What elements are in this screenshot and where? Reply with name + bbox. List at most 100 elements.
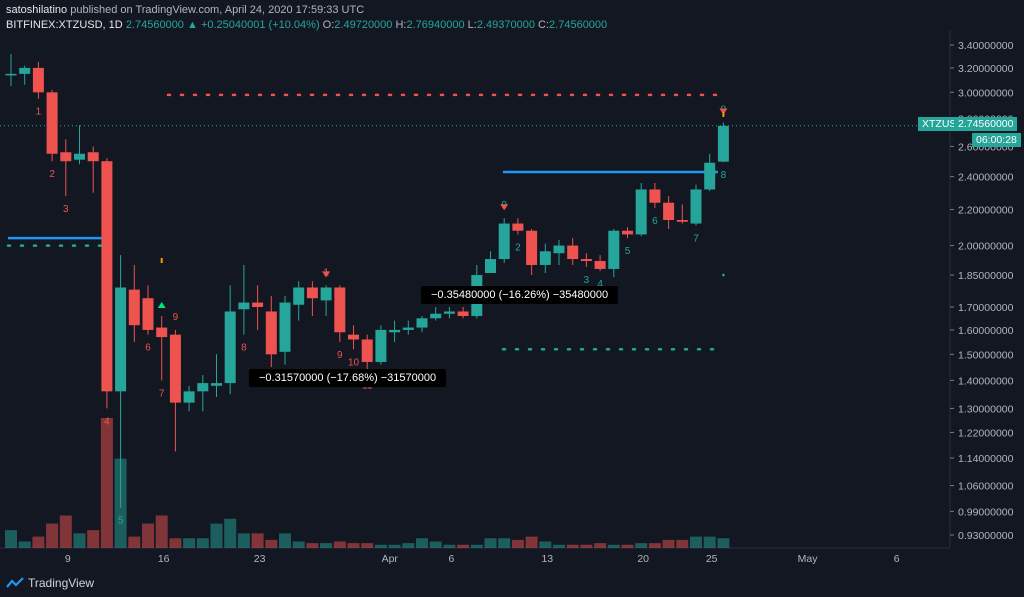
x-tick-label: Apr xyxy=(382,553,399,565)
measure-label-2[interactable]: −0.35480000 (−16.26%) −35480000 xyxy=(421,286,619,304)
high-value: 2.76940000 xyxy=(406,19,465,31)
x-tick-label: May xyxy=(798,553,819,565)
y-tick-label: 2.00000000 xyxy=(958,241,1014,253)
volume-bar xyxy=(59,515,72,548)
candle-body xyxy=(594,260,606,269)
candle-body xyxy=(663,202,675,220)
candle-body xyxy=(211,383,222,386)
x-tick-label: 6 xyxy=(448,553,454,565)
volume-bar xyxy=(5,530,17,548)
candle-body xyxy=(539,251,551,265)
volume-bar xyxy=(265,539,278,548)
volume-bar xyxy=(621,544,634,548)
low-value: 2.49370000 xyxy=(476,19,535,31)
volume-bar xyxy=(402,543,415,548)
sell-signal-arrow xyxy=(500,204,509,211)
volume-bar xyxy=(169,538,182,548)
volume-bar xyxy=(237,533,250,548)
volume-bar xyxy=(690,536,702,548)
volume-bar xyxy=(607,544,620,548)
volume-bar xyxy=(457,544,470,548)
y-tick-label: 1.22000000 xyxy=(958,427,1014,439)
symbol-label[interactable]: BITFINEX:XTZUSD, 1D xyxy=(6,19,123,31)
volume-bar xyxy=(73,533,86,548)
candle-body xyxy=(553,245,565,254)
candle-body xyxy=(128,289,140,326)
current-price-tag: 2.74560000 xyxy=(954,117,1018,131)
candle-body xyxy=(635,189,647,235)
candle-body xyxy=(526,230,538,265)
volume-bar xyxy=(388,544,401,548)
high-label: H: xyxy=(395,19,407,31)
y-tick-label: 1.30000000 xyxy=(958,403,1014,415)
volume-bar xyxy=(416,538,428,548)
volume-bar xyxy=(46,523,59,548)
volume-bar xyxy=(470,544,483,548)
sequential-count-label: 2 xyxy=(515,242,521,253)
candle-body xyxy=(142,298,154,330)
volume-bar xyxy=(374,544,387,548)
tradingview-logo[interactable]: TradingView xyxy=(6,576,94,590)
sequential-count-label: 5 xyxy=(118,516,124,527)
volume-bar xyxy=(580,544,593,548)
y-tick-label: 2.20000000 xyxy=(958,205,1014,217)
candle-body xyxy=(608,230,620,269)
candle-body xyxy=(306,287,318,299)
candle-body xyxy=(101,161,113,392)
marker-tick xyxy=(160,258,163,263)
sequential-count-label: 3 xyxy=(584,275,590,286)
volume-bar xyxy=(210,523,223,548)
x-tick-label: 23 xyxy=(254,553,266,565)
candle-body xyxy=(567,245,579,260)
candle-body xyxy=(115,287,127,392)
sequential-count-label: 1 xyxy=(36,107,42,118)
open-value: 2.49720000 xyxy=(334,19,393,31)
y-tick-label: 1.40000000 xyxy=(958,375,1014,387)
countdown-tag: 06:00:28 xyxy=(972,133,1021,147)
publish-info: published on TradingView.com, April 24, … xyxy=(70,4,365,16)
close-value: 2.74560000 xyxy=(549,19,608,31)
candle-body xyxy=(169,334,181,403)
candle-body xyxy=(389,329,401,333)
sequential-count-label: 9 xyxy=(173,312,179,323)
volume-bar xyxy=(320,543,333,548)
low-label: L: xyxy=(467,19,477,31)
candle-body xyxy=(717,125,729,162)
y-tick-label: 1.06000000 xyxy=(958,481,1014,493)
last-price: 2.74560000 xyxy=(125,19,184,31)
sequential-count-label: 4 xyxy=(597,279,603,290)
candle-body xyxy=(334,287,346,333)
volume-bar xyxy=(594,543,607,548)
sell-signal-arrow xyxy=(719,108,728,115)
volume-bar xyxy=(142,523,154,548)
sequential-count-label: 7 xyxy=(159,388,165,399)
candle-body xyxy=(60,152,72,162)
candle-body xyxy=(293,287,305,305)
y-tick-label: 3.40000000 xyxy=(958,40,1014,52)
level-dot xyxy=(722,273,725,277)
candle-body xyxy=(375,329,387,362)
sequential-count-label: 6 xyxy=(145,343,151,354)
open-label: O: xyxy=(322,19,335,31)
volume-bar xyxy=(155,515,168,548)
candle-body xyxy=(156,327,168,338)
candle-body xyxy=(430,313,442,319)
sequential-count-label: 7 xyxy=(693,233,699,244)
y-tick-label: 3.20000000 xyxy=(958,63,1014,75)
volume-bar xyxy=(347,543,360,548)
candle-body xyxy=(265,311,277,355)
volume-bar xyxy=(566,544,579,548)
volume-bar xyxy=(196,538,209,548)
y-tick-label: 1.85000000 xyxy=(958,270,1014,282)
author-name[interactable]: satoshilatino xyxy=(6,4,68,16)
tradingview-icon xyxy=(6,577,24,588)
candle-body xyxy=(320,287,332,301)
candle-body xyxy=(649,189,661,203)
candle-body xyxy=(485,259,496,274)
sequential-count-label: 3 xyxy=(63,204,69,215)
measure-label-1[interactable]: −0.31570000 (−17.68%) −31570000 xyxy=(249,369,447,387)
volume-bar xyxy=(333,541,346,548)
y-tick-label: 1.14000000 xyxy=(958,453,1014,465)
candle-body xyxy=(252,302,264,307)
volume-bar xyxy=(635,543,648,548)
